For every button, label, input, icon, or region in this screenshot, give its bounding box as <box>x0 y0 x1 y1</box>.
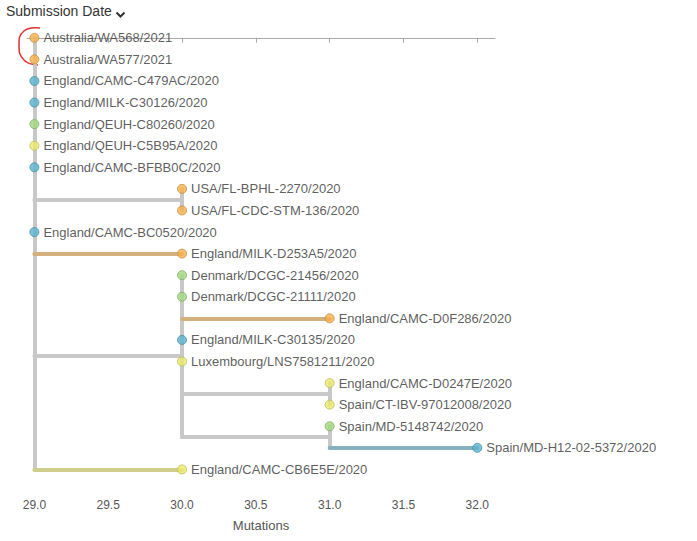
svg-text:England/CAMC-CB6E5E/2020: England/CAMC-CB6E5E/2020 <box>191 462 367 477</box>
svg-text:Denmark/DCGC-21456/2020: Denmark/DCGC-21456/2020 <box>191 268 359 283</box>
svg-text:Spain/CT-IBV-97012008/2020: Spain/CT-IBV-97012008/2020 <box>339 397 512 412</box>
svg-text:Submission Date: Submission Date <box>6 3 112 19</box>
svg-text:Denmark/DCGC-21111/2020: Denmark/DCGC-21111/2020 <box>191 289 356 304</box>
svg-text:England/MILK-D253A5/2020: England/MILK-D253A5/2020 <box>191 246 357 261</box>
svg-text:31.0: 31.0 <box>318 498 342 512</box>
svg-text:30.0: 30.0 <box>170 498 194 512</box>
svg-text:England/CAMC-D0247E/2020: England/CAMC-D0247E/2020 <box>339 376 512 391</box>
svg-text:29.0: 29.0 <box>23 498 47 512</box>
svg-text:Spain/MD-H12-02-5372/2020: Spain/MD-H12-02-5372/2020 <box>486 440 656 455</box>
svg-text:Luxembourg/LNS7581211/2020: Luxembourg/LNS7581211/2020 <box>191 354 374 369</box>
svg-text:England/CAMC-BC0520/2020: England/CAMC-BC0520/2020 <box>43 225 216 240</box>
svg-text:USA/FL-BPHL-2270/2020: USA/FL-BPHL-2270/2020 <box>191 181 341 196</box>
svg-text:31.5: 31.5 <box>392 498 416 512</box>
svg-text:29.5: 29.5 <box>97 498 121 512</box>
svg-text:England/CAMC-C479AC/2020: England/CAMC-C479AC/2020 <box>43 73 219 88</box>
svg-text:30.5: 30.5 <box>244 498 268 512</box>
svg-text:England/CAMC-D0F286/2020: England/CAMC-D0F286/2020 <box>339 311 512 326</box>
svg-text:England/QEUH-C5B95A/2020: England/QEUH-C5B95A/2020 <box>43 138 217 153</box>
svg-text:Spain/MD-5148742/2020: Spain/MD-5148742/2020 <box>339 419 484 434</box>
svg-text:Australia/WA568/2021: Australia/WA568/2021 <box>43 30 172 45</box>
svg-text:England/QEUH-C80260/2020: England/QEUH-C80260/2020 <box>43 117 214 132</box>
svg-text:Mutations: Mutations <box>233 518 290 533</box>
svg-text:England/MILK-C30135/2020: England/MILK-C30135/2020 <box>191 332 355 347</box>
svg-text:USA/FL-CDC-STM-136/2020: USA/FL-CDC-STM-136/2020 <box>191 203 359 218</box>
svg-text:32.0: 32.0 <box>466 498 490 512</box>
svg-text:England/CAMC-BFBB0C/2020: England/CAMC-BFBB0C/2020 <box>43 160 220 175</box>
svg-text:England/MILK-C30126/2020: England/MILK-C30126/2020 <box>43 95 207 110</box>
svg-text:Australia/WA577/2021: Australia/WA577/2021 <box>43 52 172 67</box>
